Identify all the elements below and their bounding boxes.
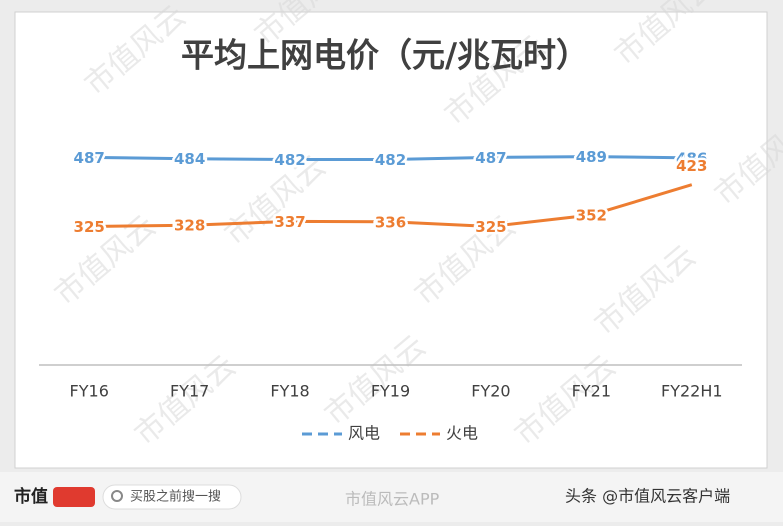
x-tick-label: FY20 (471, 382, 510, 401)
x-tick-label: FY19 (371, 382, 410, 401)
series-line (89, 183, 693, 228)
chart-panel (14, 11, 768, 469)
data-label: 482 (375, 151, 406, 169)
data-label: 487 (74, 149, 105, 167)
footer-account: 头条 @市值风云客户端 (565, 487, 730, 506)
x-tick-label: FY21 (572, 382, 611, 401)
logo-mark (53, 487, 95, 507)
data-label: 352 (576, 206, 607, 224)
data-label: 489 (576, 148, 607, 166)
data-label: 423 (676, 157, 707, 175)
chart-title: 平均上网电价（元/兆瓦时） (181, 36, 589, 75)
x-tick-label: FY17 (170, 382, 209, 401)
x-tick-label: FY22H1 (661, 382, 723, 401)
footer-app: 市值风云APP (345, 490, 440, 509)
x-tick-label: FY18 (270, 382, 309, 401)
footer-logo: 市值 (14, 486, 48, 507)
data-label: 484 (174, 150, 205, 168)
x-tick-label: FY16 (70, 382, 109, 401)
legend-label: 风电 (348, 424, 380, 443)
data-label: 486 (676, 149, 707, 167)
data-label: 337 (274, 213, 305, 231)
series-line (89, 155, 692, 162)
search-text[interactable]: 买股之前搜一搜 (130, 489, 221, 505)
data-label: 325 (74, 218, 105, 236)
legend-label: 火电 (446, 424, 478, 443)
data-label: 482 (274, 151, 305, 169)
data-label: 325 (475, 218, 506, 236)
data-label: 336 (375, 213, 406, 231)
search-icon (111, 490, 123, 502)
search-box[interactable] (102, 484, 242, 510)
data-label: 328 (174, 217, 205, 235)
data-label: 487 (475, 149, 506, 167)
